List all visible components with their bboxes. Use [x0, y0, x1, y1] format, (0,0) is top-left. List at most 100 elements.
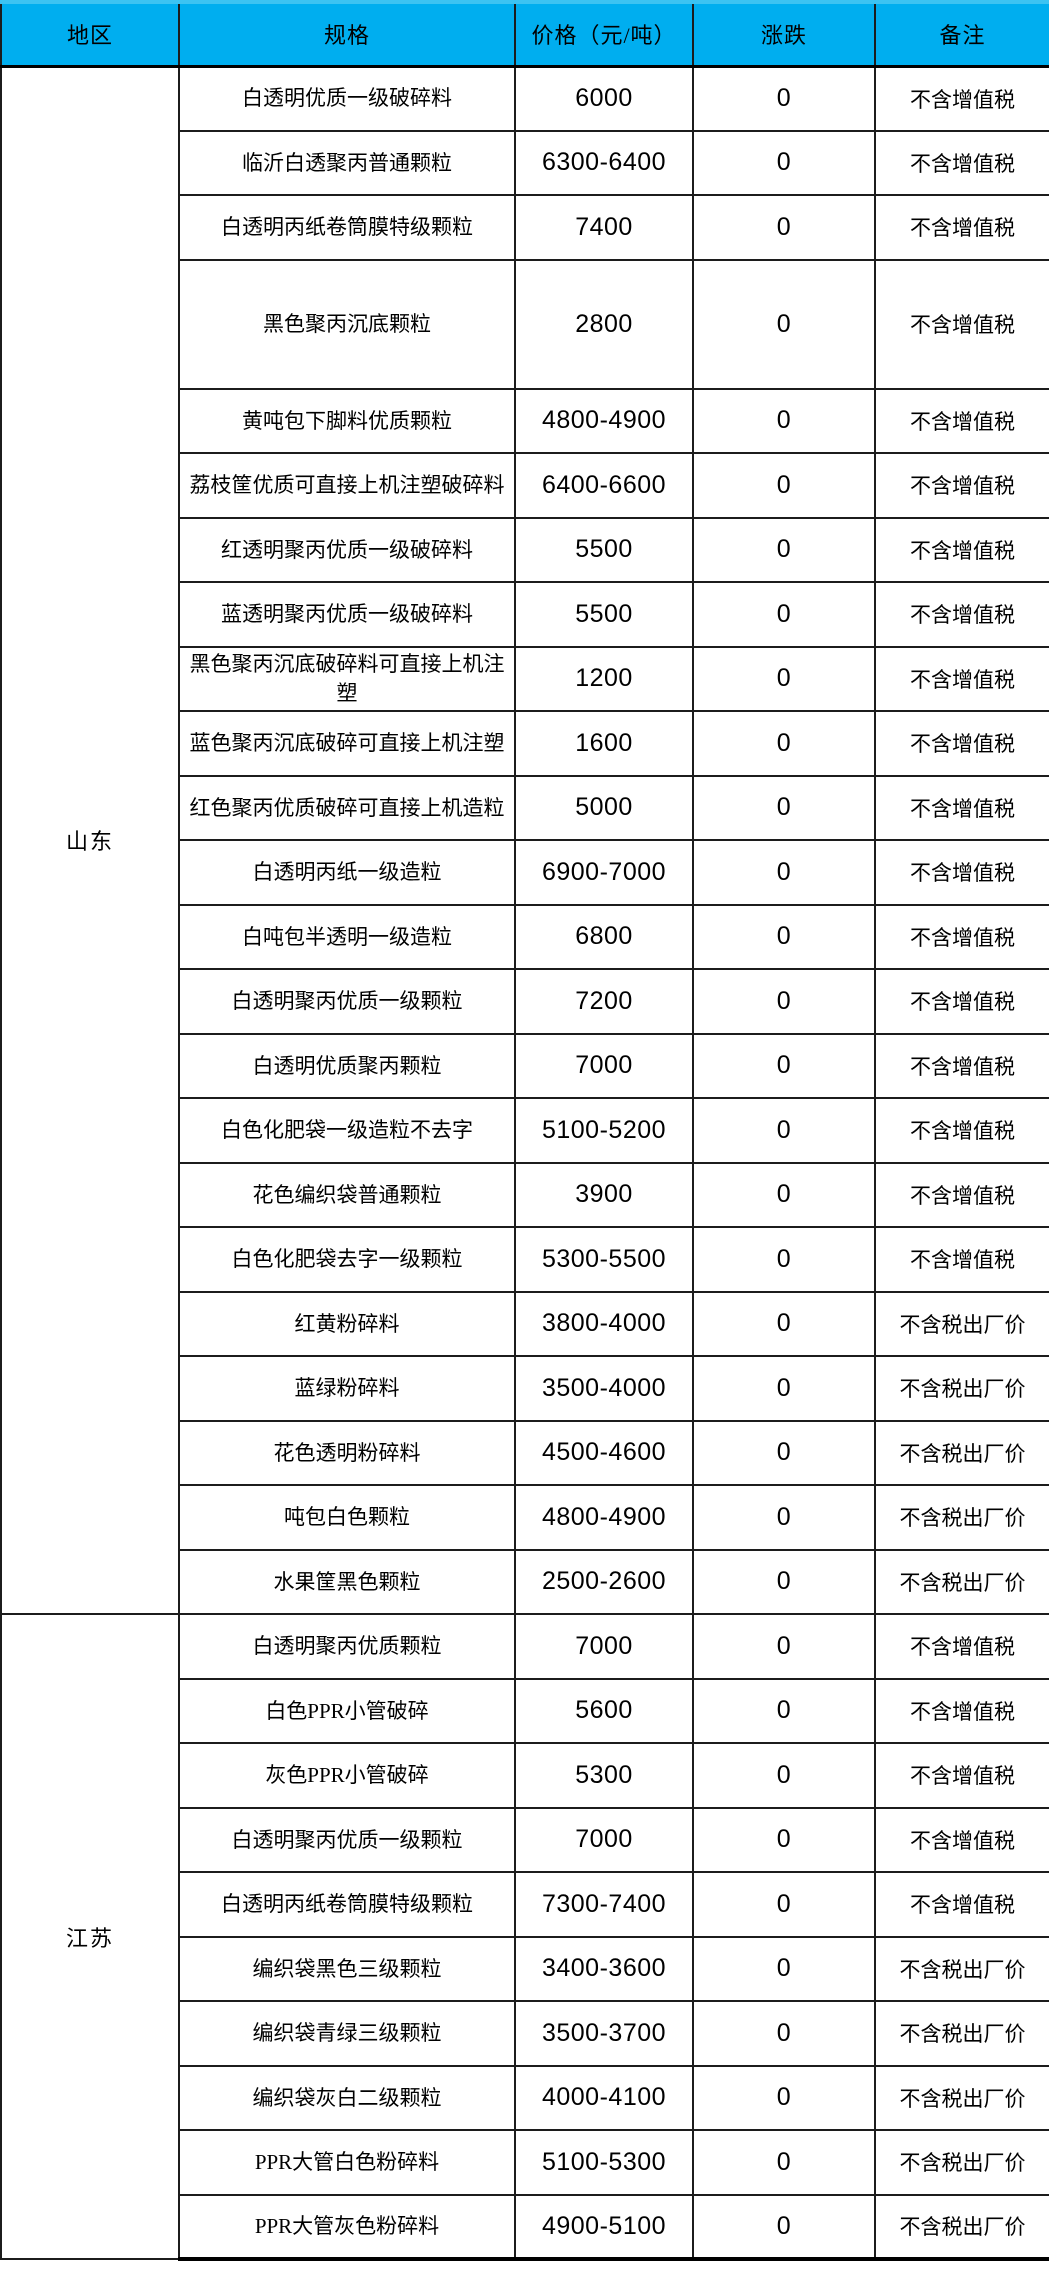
- column-header-note: 备注: [874, 0, 1049, 68]
- price-cell: 5000: [514, 774, 694, 841]
- spec-cell: 编织袋灰白二级颗粒: [178, 2064, 516, 2131]
- table-header: 地区 规格 价格（元/吨） 涨跌 备注: [0, 0, 1049, 68]
- note-cell: 不含增值税: [874, 1226, 1049, 1293]
- table-row: 红色聚丙优质破碎可直接上机造粒 5000 0 不含增值税: [1, 774, 1049, 841]
- note-cell: 不含增值税: [874, 194, 1049, 261]
- price-cell: 6000: [514, 65, 694, 132]
- table-row: 白透明丙纸卷筒膜特级颗粒 7400 0 不含增值税: [1, 194, 1049, 261]
- note-cell: 不含税出厂价: [874, 1935, 1049, 2002]
- table-row: 编织袋灰白二级颗粒 4000-4100 0 不含税出厂价: [1, 2064, 1049, 2131]
- spec-cell: PPR大管灰色粉碎料: [178, 2193, 516, 2261]
- note-cell: 不含税出厂价: [874, 2129, 1049, 2196]
- change-cell: 0: [692, 903, 876, 970]
- spec-cell: 白透明优质聚丙颗粒: [178, 1032, 516, 1099]
- price-cell: 7300-7400: [514, 1871, 694, 1938]
- change-cell: 0: [692, 1677, 876, 1744]
- table-row: 黑色聚丙沉底颗粒 2800 0 不含增值税: [1, 258, 1049, 390]
- change-cell: 0: [692, 452, 876, 519]
- price-cell: 5300-5500: [514, 1226, 694, 1293]
- change-cell: 0: [692, 1935, 876, 2002]
- change-cell: 0: [692, 1032, 876, 1099]
- price-cell: 4800-4900: [514, 1484, 694, 1551]
- note-cell: 不含税出厂价: [874, 1548, 1049, 1615]
- change-cell: 0: [692, 65, 876, 132]
- price-cell: 5100-5300: [514, 2129, 694, 2196]
- note-cell: 不含税出厂价: [874, 1355, 1049, 1422]
- note-cell: 不含增值税: [874, 1677, 1049, 1744]
- note-cell: 不含增值税: [874, 516, 1049, 583]
- note-cell: 不含增值税: [874, 258, 1049, 390]
- note-cell: 不含税出厂价: [874, 2064, 1049, 2131]
- table-row: 江苏 白透明聚丙优质颗粒 7000 0 不含增值税: [0, 1613, 1049, 2260]
- price-cell: 2800: [514, 258, 694, 390]
- table-row: 白吨包半透明一级造粒 6800 0 不含增值税: [1, 903, 1049, 970]
- spec-cell: 红色聚丙优质破碎可直接上机造粒: [178, 774, 516, 841]
- price-cell: 6900-7000: [514, 839, 694, 906]
- price-cell: 7400: [514, 194, 694, 261]
- spec-cell: 白透明聚丙优质一级颗粒: [178, 968, 516, 1035]
- price-cell: 2500-2600: [514, 1548, 694, 1615]
- table-row: 蓝透明聚丙优质一级破碎料 5500 0 不含增值税: [1, 581, 1049, 648]
- spec-cell: 蓝色聚丙沉底破碎可直接上机注塑: [178, 710, 516, 777]
- table-body: 山东 白透明优质一级破碎料 6000 0 不含增值税 临沂白透聚丙普通颗粒 6300-640…: [0, 65, 1049, 2261]
- note-cell: 不含增值税: [874, 968, 1049, 1035]
- spec-cell: 红黄粉碎料: [178, 1290, 516, 1357]
- spec-cell: 蓝绿粉碎料: [178, 1355, 516, 1422]
- note-cell: 不含增值税: [874, 452, 1049, 519]
- table-row: PPR大管白色粉碎料 5100-5300 0 不含税出厂价: [1, 2129, 1049, 2196]
- change-cell: 0: [692, 387, 876, 454]
- change-cell: 0: [692, 1226, 876, 1293]
- price-cell: 3900: [514, 1161, 694, 1228]
- change-cell: 0: [692, 1419, 876, 1486]
- spec-cell: 白吨包半透明一级造粒: [178, 903, 516, 970]
- spec-cell: PPR大管白色粉碎料: [178, 2129, 516, 2196]
- table-row: 花色编织袋普通颗粒 3900 0 不含增值税: [1, 1161, 1049, 1228]
- spec-cell: 黄吨包下脚料优质颗粒: [178, 387, 516, 454]
- note-cell: 不含税出厂价: [874, 2193, 1049, 2261]
- spec-cell: 编织袋青绿三级颗粒: [178, 2000, 516, 2067]
- note-cell: 不含税出厂价: [874, 1484, 1049, 1551]
- price-cell: 1200: [514, 645, 694, 712]
- price-cell: 5600: [514, 1677, 694, 1744]
- note-cell: 不含税出厂价: [874, 1419, 1049, 1486]
- table-row: 白色化肥袋一级造粒不去字 5100-5200 0 不含增值税: [1, 1097, 1049, 1164]
- price-cell: 7200: [514, 968, 694, 1035]
- price-cell: 6300-6400: [514, 129, 694, 196]
- spec-cell: 黑色聚丙沉底颗粒: [178, 258, 516, 390]
- spec-cell: 红透明聚丙优质一级破碎料: [178, 516, 516, 583]
- table-row: 荔枝筐优质可直接上机注塑破碎料 6400-6600 0 不含增值税: [1, 452, 1049, 519]
- price-cell: 5500: [514, 581, 694, 648]
- column-header-region: 地区: [0, 0, 180, 68]
- table-row: 蓝绿粉碎料 3500-4000 0 不含税出厂价: [1, 1355, 1049, 1422]
- price-cell: 5500: [514, 516, 694, 583]
- note-cell: 不含增值税: [874, 65, 1049, 132]
- table-row: 白透明聚丙优质一级颗粒 7000 0 不含增值税: [1, 1806, 1049, 1873]
- change-cell: 0: [692, 1290, 876, 1357]
- price-cell: 3500-4000: [514, 1355, 694, 1422]
- table-row: 水果筐黑色颗粒 2500-2600 0 不含税出厂价: [1, 1548, 1049, 1615]
- note-cell: 不含增值税: [874, 387, 1049, 454]
- spec-cell: 临沂白透聚丙普通颗粒: [178, 129, 516, 196]
- price-cell: 5100-5200: [514, 1097, 694, 1164]
- change-cell: 0: [692, 194, 876, 261]
- change-cell: 0: [692, 1161, 876, 1228]
- table-row: 白色化肥袋去字一级颗粒 5300-5500 0 不含增值税: [1, 1226, 1049, 1293]
- note-cell: 不含增值税: [874, 1613, 1049, 1680]
- note-cell: 不含增值税: [874, 129, 1049, 196]
- spec-cell: 蓝透明聚丙优质一级破碎料: [178, 581, 516, 648]
- table-row: 白色PPR小管破碎 5600 0 不含增值税: [1, 1677, 1049, 1744]
- spec-cell: 白透明丙纸卷筒膜特级颗粒: [178, 194, 516, 261]
- column-header-price: 价格（元/吨）: [514, 0, 694, 68]
- change-cell: 0: [692, 710, 876, 777]
- note-cell: 不含税出厂价: [874, 2000, 1049, 2067]
- spec-cell: 吨包白色颗粒: [178, 1484, 516, 1551]
- price-cell: 3500-3700: [514, 2000, 694, 2067]
- region-cell: 山东: [0, 65, 180, 1615]
- table-row: 花色透明粉碎料 4500-4600 0 不含税出厂价: [1, 1419, 1049, 1486]
- table-row: 蓝色聚丙沉底破碎可直接上机注塑 1600 0 不含增值税: [1, 710, 1049, 777]
- note-cell: 不含增值税: [874, 1806, 1049, 1873]
- note-cell: 不含增值税: [874, 581, 1049, 648]
- change-cell: 0: [692, 839, 876, 906]
- note-cell: 不含增值税: [874, 1097, 1049, 1164]
